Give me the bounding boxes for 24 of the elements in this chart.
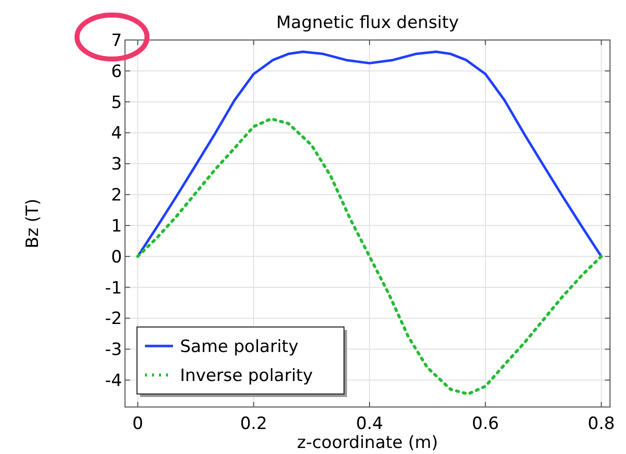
x-tick-label: 0.2 [240, 414, 268, 434]
legend-label: Same polarity [180, 336, 298, 357]
x-tick-label: 0.8 [588, 414, 615, 434]
y-tick-label: 2 [111, 186, 122, 206]
y-tick-label: -3 [105, 340, 122, 360]
chart-title: Magnetic flux density [276, 13, 459, 33]
y-axis-title: Bz (T) [23, 198, 43, 248]
y-tick-label: 5 [111, 92, 122, 113]
y-tick-label: 3 [111, 154, 122, 175]
x-axis-title: z-coordinate (m) [297, 433, 438, 453]
line-series [136, 50, 603, 258]
y-tick-label: 1 [111, 216, 122, 236]
line-series [136, 117, 603, 396]
x-tick-label: 0 [132, 414, 144, 434]
y-tick-label: -1 [105, 278, 122, 298]
legend-label: Inverse polarity [180, 366, 313, 386]
y-tick-label: 4 [111, 124, 122, 144]
y-tick-label: -4 [105, 371, 122, 392]
y-tick-label: 7 [111, 30, 122, 51]
y-tick-label: 0 [111, 247, 122, 268]
y-tick-label: -2 [105, 309, 122, 330]
x-tick-label: 0.4 [356, 414, 384, 434]
x-tick-label: 0.6 [472, 414, 499, 434]
y-tick-label: 6 [111, 62, 122, 82]
